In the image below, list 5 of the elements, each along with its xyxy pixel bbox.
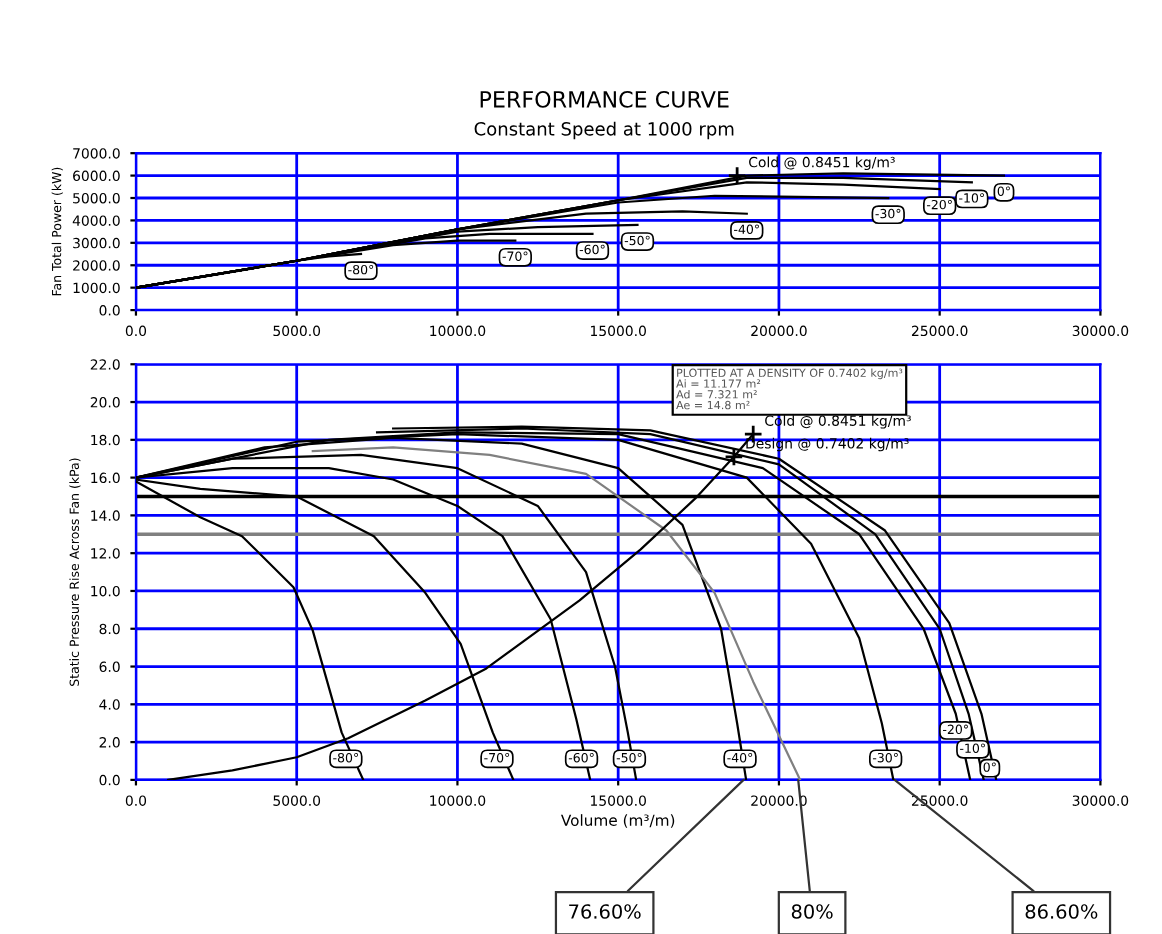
chart-title: PERFORMANCE CURVE <box>480 90 729 108</box>
annotation: 76.60% <box>569 904 641 919</box>
annotation: 86.60% <box>1025 904 1098 919</box>
annotation: 80% <box>791 904 833 919</box>
chart-subtitle: Constant Speed at 1000 rpm <box>474 121 734 140</box>
